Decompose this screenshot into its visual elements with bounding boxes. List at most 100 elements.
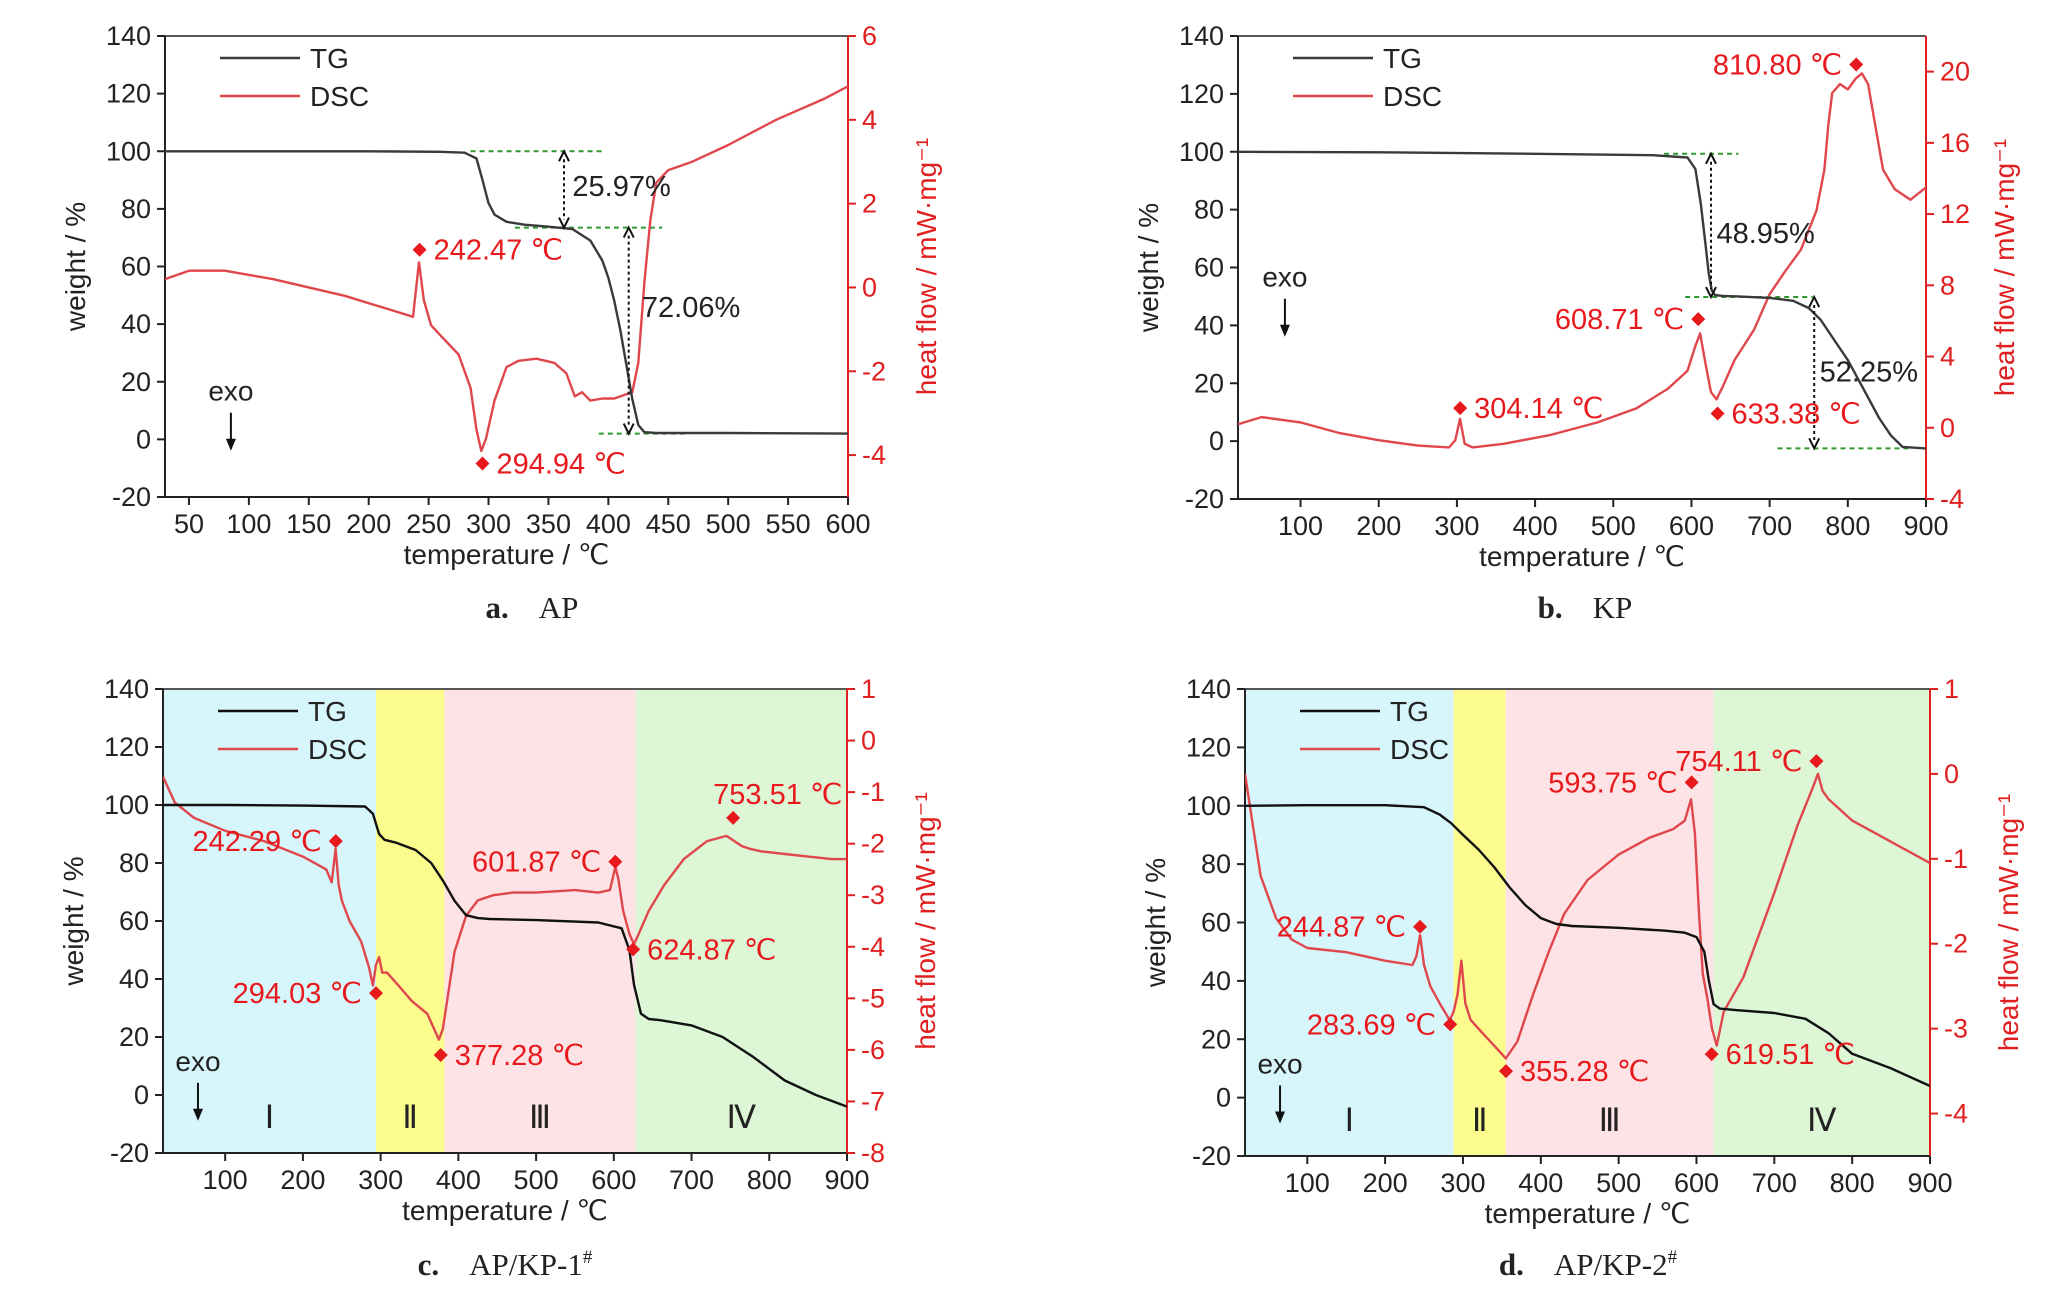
y2-tick-label: -2 — [1944, 929, 1968, 959]
series-group — [165, 85, 848, 453]
x-tick-label: 350 — [526, 509, 571, 539]
peak-label: 619.51 ℃ — [1726, 1039, 1855, 1071]
y-axis-label: weight / % — [1133, 203, 1164, 333]
tg-series-line — [165, 150, 848, 435]
x-tick-label: 400 — [436, 1165, 481, 1195]
peak-marker — [1849, 57, 1864, 72]
x-tick-label: 800 — [1830, 1168, 1875, 1198]
dsc-series-line — [165, 85, 848, 453]
peak-label: 624.87 ℃ — [647, 934, 776, 966]
region-c-4 — [635, 689, 847, 1153]
y2-axis-label: heat flow / mW·mg⁻¹ — [1993, 794, 2024, 1051]
caption-superscript: # — [583, 1247, 593, 1268]
peak-label: 283.69 ℃ — [1307, 1009, 1436, 1041]
y2-tick-label: -4 — [1940, 484, 1964, 514]
peak-marker — [328, 834, 343, 849]
x-tick-label: 600 — [1674, 1168, 1719, 1198]
x-tick-label: 600 — [825, 509, 870, 539]
y2-tick-label: 4 — [1940, 342, 1955, 372]
y-tick-label: 40 — [1201, 966, 1231, 996]
peak-marker — [1413, 919, 1428, 934]
exo-arrow-head — [1275, 1111, 1286, 1124]
x-tick-label: 900 — [1907, 1168, 1952, 1198]
y-tick-label: 20 — [119, 1022, 149, 1052]
y-tick-label: 120 — [1186, 732, 1231, 762]
x-axis-label: temperature / ℃ — [1479, 541, 1685, 572]
y-tick-label: 40 — [121, 309, 151, 339]
peak-label: 242.47 ℃ — [434, 235, 563, 267]
y-tick-label: 120 — [1179, 79, 1224, 109]
x-tick-label: 100 — [203, 1165, 248, 1195]
legend-label-dsc: DSC — [1390, 734, 1449, 765]
x-tick-label: 700 — [669, 1165, 714, 1195]
peak-marker — [608, 854, 623, 869]
peak-label: 753.51 ℃ — [713, 779, 842, 811]
peak-label: 355.28 ℃ — [1520, 1056, 1649, 1088]
x-tick-label: 300 — [466, 509, 511, 539]
caption-letter: c. — [418, 1247, 440, 1282]
y-tick-label: 60 — [119, 906, 149, 936]
region-label: Ⅲ — [529, 1099, 551, 1135]
peak-label: 601.87 ℃ — [472, 847, 601, 879]
y2-axis-label: heat flow / mW·mg⁻¹ — [910, 792, 941, 1049]
x-tick-label: 800 — [1825, 511, 1870, 541]
caption-superscript: # — [1668, 1247, 1678, 1268]
y2-tick-label: -4 — [1944, 1099, 1968, 1129]
legend-label-tg: TG — [308, 696, 347, 727]
x-tick-label: 250 — [406, 509, 451, 539]
x-tick-label: 200 — [1363, 1168, 1408, 1198]
region-label: Ⅱ — [1472, 1102, 1488, 1138]
y-tick-label: -20 — [112, 482, 151, 512]
legend: TG DSC — [1300, 696, 1449, 765]
x-tick-label: 600 — [1669, 511, 1714, 541]
peak-label: 294.03 ℃ — [233, 978, 362, 1010]
panel-caption: a. AP — [486, 590, 579, 625]
peak-marker — [433, 1048, 448, 1063]
peak-marker — [412, 242, 427, 257]
x-tick-label: 200 — [346, 509, 391, 539]
y-tick-label: 140 — [1186, 674, 1231, 704]
legend-label-tg: TG — [310, 43, 349, 74]
peak-marker — [626, 942, 641, 957]
region-c-1 — [163, 689, 376, 1153]
caption-letter: a. — [486, 590, 509, 625]
x-axis-label: temperature / ℃ — [1485, 1198, 1691, 1229]
arrow-head-down — [558, 217, 570, 230]
mass-loss-label: 72.06% — [642, 292, 740, 324]
region-label: Ⅳ — [727, 1099, 757, 1135]
mass-loss-label: 25.97% — [572, 171, 670, 203]
y2-tick-label: 8 — [1940, 270, 1955, 300]
y2-tick-label: -2 — [862, 356, 886, 386]
y2-tick-label: -5 — [861, 983, 885, 1013]
x-tick-label: 700 — [1747, 511, 1792, 541]
y-tick-label: 0 — [136, 424, 151, 454]
legend-label-tg: TG — [1383, 43, 1422, 74]
y-tick-label: 0 — [134, 1080, 149, 1110]
exo-arrow-head — [225, 438, 236, 451]
y-tick-label: 80 — [119, 848, 149, 878]
y2-tick-label: 0 — [861, 726, 876, 756]
exo-label: exo — [1262, 262, 1307, 293]
y-tick-label: -20 — [1192, 1141, 1231, 1171]
mass-loss-label: 48.95% — [1716, 218, 1814, 250]
peak-marker — [368, 986, 383, 1001]
y-tick-label: 60 — [1201, 908, 1231, 938]
legend-label-dsc: DSC — [308, 734, 367, 765]
y2-tick-label: 16 — [1940, 128, 1970, 158]
x-tick-label: 400 — [1518, 1168, 1563, 1198]
x-tick-label: 300 — [1440, 1168, 1485, 1198]
tg-series-line — [1238, 150, 1926, 450]
peak-marker — [726, 810, 741, 825]
caption-text: AP/KP-2 — [1554, 1247, 1668, 1282]
legend: TG DSC — [220, 43, 369, 112]
arrow-head-down — [1705, 286, 1717, 300]
y2-tick-label: -3 — [861, 880, 885, 910]
y-tick-label: -20 — [110, 1138, 149, 1168]
exo-arrow-head — [1279, 324, 1290, 337]
x-axis-label: temperature / ℃ — [404, 539, 610, 570]
y2-tick-label: 0 — [1944, 759, 1959, 789]
region-d-3 — [1505, 689, 1714, 1156]
mass-loss-label: 52.25% — [1820, 357, 1918, 389]
